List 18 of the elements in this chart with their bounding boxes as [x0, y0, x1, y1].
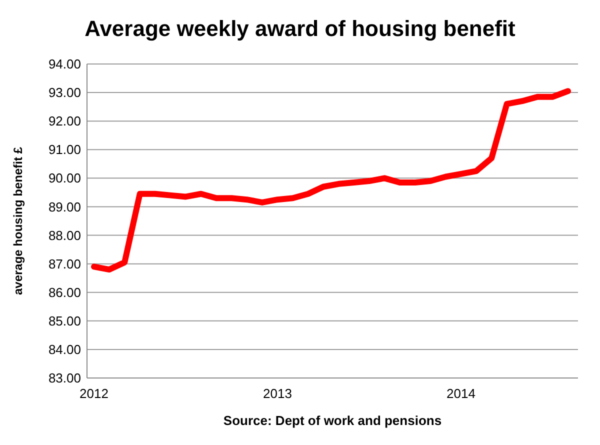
y-tick-label: 93.00 [48, 85, 81, 100]
y-tick-label: 91.00 [48, 142, 81, 158]
y-tick-label: 88.00 [48, 228, 81, 243]
y-tick-label: 87.00 [48, 256, 81, 272]
y-axis-title: average housing benefit £ [11, 146, 25, 296]
y-tick-label: 86.00 [48, 284, 81, 300]
y-tick-label: 85.00 [48, 313, 81, 328]
source-note: Source: Dept of work and pensions [223, 413, 442, 428]
y-tick-label: 94.00 [48, 56, 81, 72]
x-tick-label: 2013 [263, 386, 292, 401]
y-tick-label: 92.00 [48, 114, 81, 129]
chart-title: Average weekly award of housing benefit [84, 16, 516, 41]
y-tick-label: 83.00 [48, 370, 81, 386]
y-tick-label: 84.00 [48, 342, 81, 358]
y-tick-label: 90.00 [48, 170, 81, 186]
x-tick-label: 2014 [446, 386, 476, 401]
y-tick-label: 89.00 [48, 199, 81, 214]
x-tick-label: 2012 [80, 386, 108, 401]
